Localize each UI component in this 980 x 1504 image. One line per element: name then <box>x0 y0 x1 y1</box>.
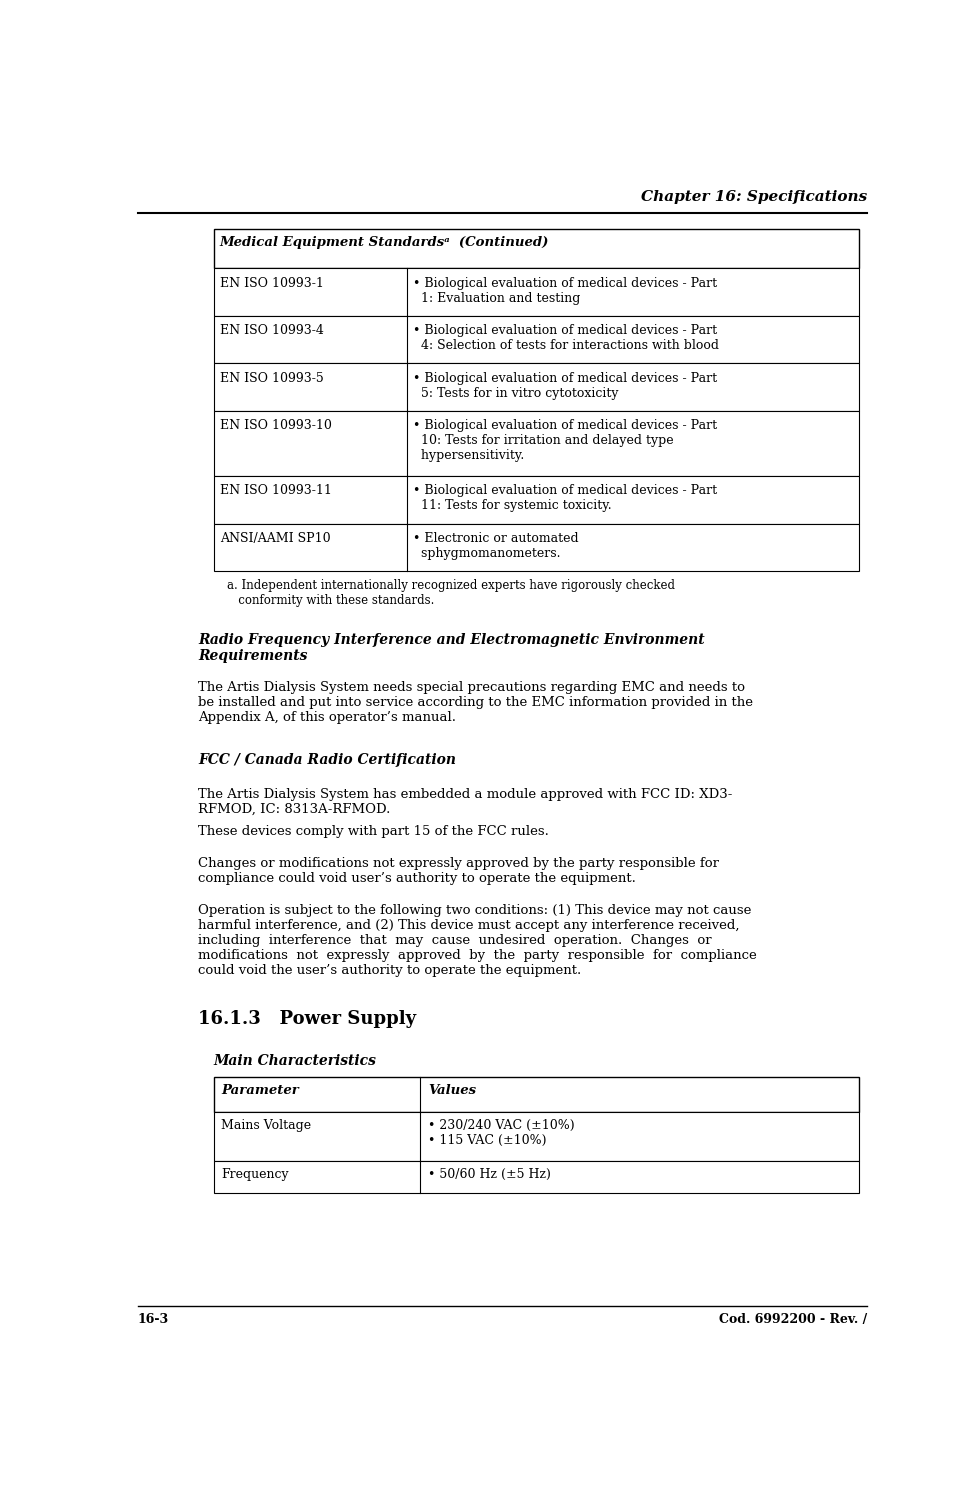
Text: • Biological evaluation of medical devices - Part
  10: Tests for irritation and: • Biological evaluation of medical devic… <box>414 420 717 462</box>
Text: • Electronic or automated
  sphygmomanometers.: • Electronic or automated sphygmomanomet… <box>414 532 579 559</box>
Bar <box>214 364 859 411</box>
Text: • 230/240 VAC (±10%)
• 115 VAC (±10%): • 230/240 VAC (±10%) • 115 VAC (±10%) <box>428 1119 574 1148</box>
Bar <box>214 1161 859 1193</box>
Text: Main Characteristics: Main Characteristics <box>214 1054 376 1068</box>
Text: Medical Equipment Standardsᵃ  (Continued): Medical Equipment Standardsᵃ (Continued) <box>220 236 549 250</box>
Text: • 50/60 Hz (±5 Hz): • 50/60 Hz (±5 Hz) <box>428 1167 551 1181</box>
Bar <box>214 316 859 364</box>
Text: EN ISO 10993-10: EN ISO 10993-10 <box>220 420 331 432</box>
Text: Parameter: Parameter <box>221 1084 299 1098</box>
Text: 16-3: 16-3 <box>137 1313 169 1327</box>
Text: Frequency: Frequency <box>221 1167 289 1181</box>
Text: • Biological evaluation of medical devices - Part
  5: Tests for in vitro cytoto: • Biological evaluation of medical devic… <box>414 371 717 400</box>
Text: • Biological evaluation of medical devices - Part
  11: Tests for systemic toxic: • Biological evaluation of medical devic… <box>414 484 717 513</box>
Text: EN ISO 10993-4: EN ISO 10993-4 <box>220 323 323 337</box>
Text: FCC / Canada Radio Certification: FCC / Canada Radio Certification <box>198 754 457 767</box>
Bar <box>214 523 859 572</box>
Text: Radio Frequency Interference and Electromagnetic Environment
Requirements: Radio Frequency Interference and Electro… <box>198 633 705 663</box>
Text: a. Independent internationally recognized experts have rigorously checked
   con: a. Independent internationally recognize… <box>227 579 675 608</box>
Bar <box>214 477 859 523</box>
Bar <box>214 1077 859 1111</box>
Text: Changes or modifications not expressly approved by the party responsible for
com: Changes or modifications not expressly a… <box>198 857 719 886</box>
Text: Operation is subject to the following two conditions: (1) This device may not ca: Operation is subject to the following tw… <box>198 904 758 976</box>
Bar <box>214 229 859 269</box>
Text: • Biological evaluation of medical devices - Part
  1: Evaluation and testing: • Biological evaluation of medical devic… <box>414 277 717 305</box>
Text: EN ISO 10993-1: EN ISO 10993-1 <box>220 277 323 290</box>
Text: ANSI/AAMI SP10: ANSI/AAMI SP10 <box>220 532 330 544</box>
Text: The Artis Dialysis System needs special precautions regarding EMC and needs to
b: The Artis Dialysis System needs special … <box>198 681 754 725</box>
Text: EN ISO 10993-5: EN ISO 10993-5 <box>220 371 323 385</box>
Text: Chapter 16: Specifications: Chapter 16: Specifications <box>641 190 866 203</box>
Bar <box>214 411 859 477</box>
Text: EN ISO 10993-11: EN ISO 10993-11 <box>220 484 331 498</box>
Text: • Biological evaluation of medical devices - Part
  4: Selection of tests for in: • Biological evaluation of medical devic… <box>414 323 719 352</box>
Text: Mains Voltage: Mains Voltage <box>221 1119 312 1133</box>
Text: Cod. 6992200 - Rev. /: Cod. 6992200 - Rev. / <box>718 1313 866 1327</box>
Bar <box>214 269 859 316</box>
Text: Values: Values <box>428 1084 476 1098</box>
Text: The Artis Dialysis System has embedded a module approved with FCC ID: XD3-
RFMOD: The Artis Dialysis System has embedded a… <box>198 788 733 815</box>
Bar <box>214 1111 859 1161</box>
Text: These devices comply with part 15 of the FCC rules.: These devices comply with part 15 of the… <box>198 826 550 838</box>
Text: 16.1.3   Power Supply: 16.1.3 Power Supply <box>198 1011 416 1029</box>
